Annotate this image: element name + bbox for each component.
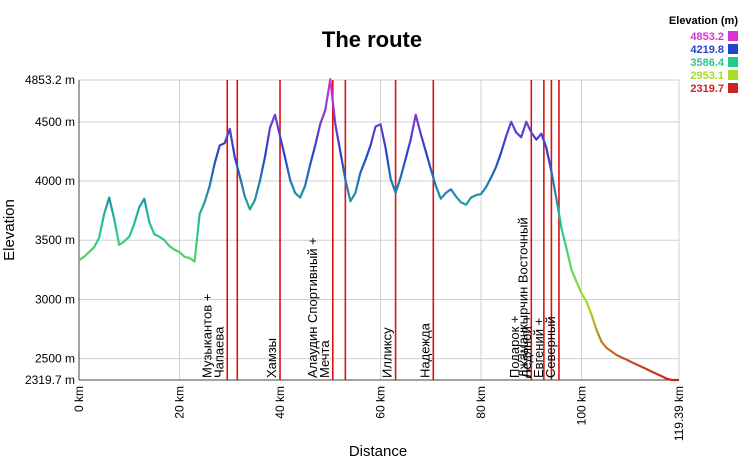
legend-swatch	[728, 57, 738, 67]
x-axis-title: Distance	[349, 443, 407, 458]
elevation-line	[78, 78, 679, 382]
legend-value: 2319.7	[690, 83, 724, 95]
y-tick-label: 3500 m	[35, 233, 75, 247]
pass-label: Джаманкырчин Восточный	[515, 217, 530, 378]
y-tick-label: 3000 m	[35, 292, 75, 306]
legend-value: 3586.4	[690, 57, 725, 69]
plot-frame	[78, 80, 679, 381]
legend-swatch	[728, 83, 738, 93]
x-tick-label: 119.39 km	[672, 386, 686, 441]
pass-label: Илликсу	[380, 327, 395, 378]
pass-labels: Музыкантов +Чапаева Хамзы Алаудин Спортивн…	[199, 217, 558, 378]
pass-label: Подарок +Ледяной +Евгений +Северный	[507, 315, 558, 378]
legend-value: 4853.2	[690, 31, 724, 43]
x-tick-label: 60 km	[374, 386, 388, 419]
series-layer	[78, 78, 679, 382]
x-tick-label: 40 km	[273, 386, 287, 419]
x-tick-label: 0 km	[72, 386, 86, 412]
legend-swatch	[728, 44, 738, 54]
y-tick-label: 2319.7 m	[25, 373, 75, 387]
pass-label: Хамзы	[264, 338, 279, 378]
legend-title: Elevation (m)	[669, 15, 738, 27]
legend: Elevation (m) 4853.24219.83586.42953.123…	[669, 15, 738, 95]
legend-swatch	[728, 31, 738, 41]
y-tick-label: 4853.2 m	[25, 73, 75, 87]
x-tick-label: 20 km	[173, 386, 187, 419]
pass-label: Надежда	[417, 322, 432, 378]
pass-label: Музыкантов +Чапаева	[199, 294, 226, 378]
y-tick-label: 2500 m	[35, 352, 75, 366]
y-axis-title: Elevation	[1, 199, 18, 261]
legend-value: 2953.1	[690, 70, 724, 82]
x-tick-label: 80 km	[474, 386, 488, 419]
legend-swatch	[728, 70, 738, 80]
chart-title: The route	[322, 27, 422, 52]
y-tick-label: 4500 m	[35, 115, 75, 129]
y-tick-label: 4000 m	[35, 174, 75, 188]
legend-value: 4219.8	[690, 44, 724, 56]
x-tick-label: 100 km	[575, 386, 589, 425]
y-tick-labels: 2319.7 m 2500 m 3000 m 3500 m 4000 m 4500 m 48…	[25, 73, 75, 387]
pass-label: Алаудин Спортивный +Мечта	[305, 237, 332, 378]
x-tick-labels: 0 km 20 km 40 km 60 km 80 km 100 km 119.39 km	[72, 386, 686, 441]
gridlines	[78, 79, 680, 381]
